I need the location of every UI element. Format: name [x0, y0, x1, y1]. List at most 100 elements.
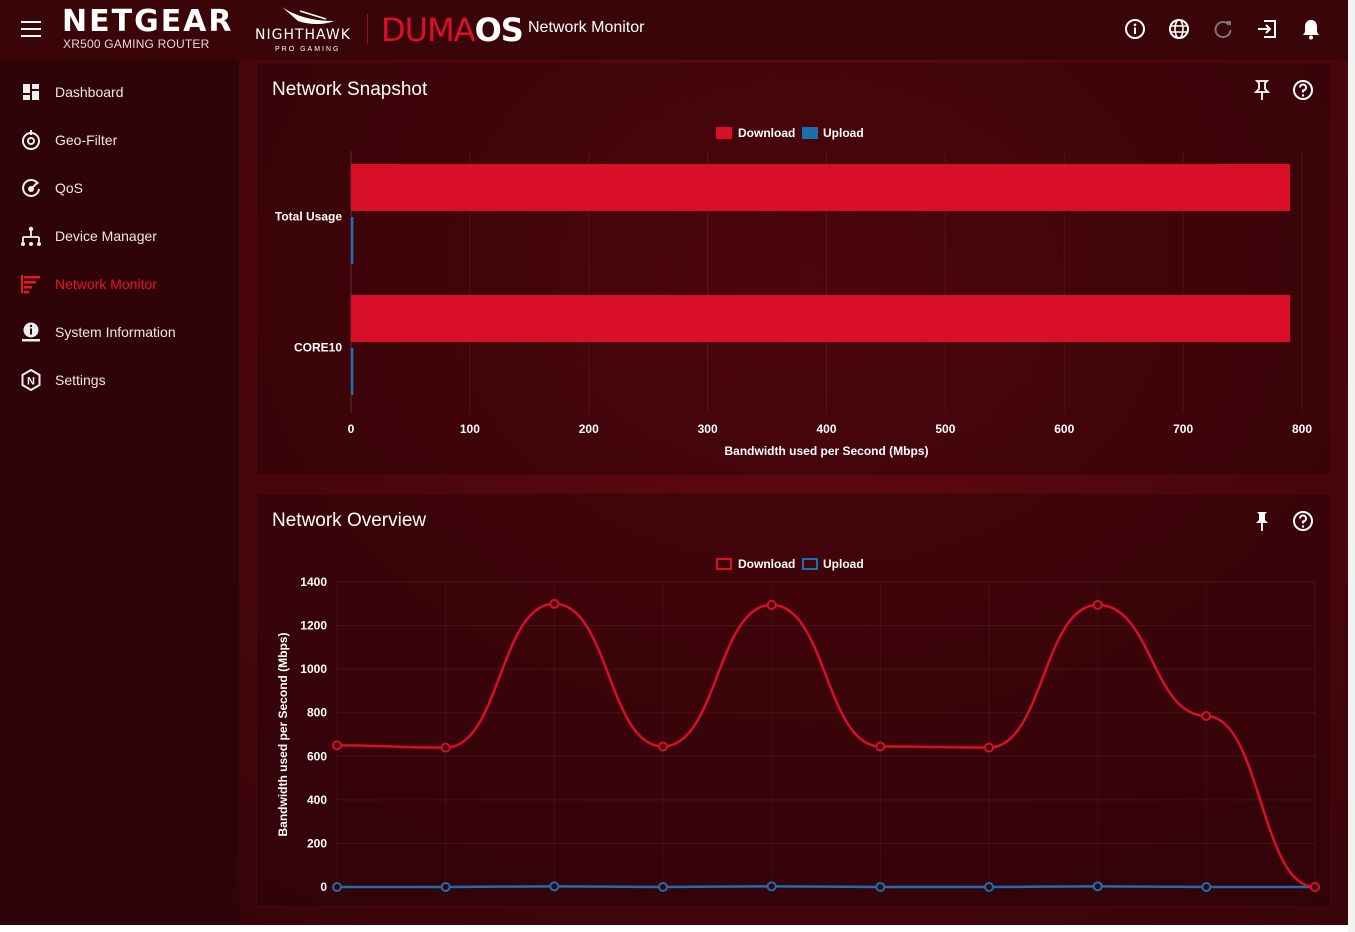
pin-icon[interactable]	[1252, 79, 1272, 101]
nighthawk-wordmark: NIGHTHAWK	[255, 27, 351, 43]
legend-swatch-download[interactable]	[716, 127, 732, 139]
logout-icon[interactable]	[1256, 18, 1278, 40]
x-tick-label: 200	[579, 422, 599, 436]
sidebar-item-dashboard[interactable]: Dashboard	[0, 70, 239, 114]
point-download	[875, 741, 886, 752]
y-tick-label: 800	[307, 706, 327, 720]
bandwidth-bar-chart: 0 100 200 300 400 500 600 700 800 Bandwidth used …	[275, 151, 1312, 458]
bar-upload	[351, 348, 354, 395]
point-download	[1310, 882, 1320, 892]
page-title: Network Monitor	[528, 19, 645, 36]
sidebar-item-label: Settings	[55, 372, 106, 388]
legend-swatch-download[interactable]	[716, 558, 732, 570]
y-tick-label: 400	[307, 793, 327, 807]
sidebar-item-label: Device Manager	[55, 228, 157, 244]
router-model: XR500 GAMING ROUTER	[63, 37, 210, 51]
y-tick-label: 200	[307, 836, 327, 850]
y-tick-label: 1200	[300, 619, 327, 633]
network-monitor-icon	[21, 275, 40, 294]
y-tick-label: 600	[307, 749, 327, 763]
top-header: NETGEAR XR500 GAMING ROUTER NIGHTHAWK PR…	[0, 0, 1348, 60]
sidebar-item-label: QoS	[55, 180, 84, 196]
point-download	[1092, 599, 1103, 610]
dumaos-logo: DUMAOS	[381, 11, 524, 49]
sidebar-item-device-manager[interactable]: Device Manager	[0, 214, 239, 258]
point-download	[332, 740, 342, 751]
pin-icon[interactable]	[1252, 510, 1272, 532]
point-download	[658, 741, 668, 752]
help-icon[interactable]	[1292, 510, 1314, 532]
x-tick-label: 800	[1292, 422, 1312, 436]
nighthawk-logo-icon	[282, 7, 334, 24]
bell-icon[interactable]	[1300, 18, 1322, 40]
y-tick-label: CORE10	[294, 341, 342, 355]
device-manager-icon	[21, 226, 41, 246]
network-snapshot-panel: Network Snapshot Download Upload 0 100 200…	[256, 62, 1331, 476]
header-divider	[367, 14, 368, 44]
y-axis-label: Bandwidth used per Second (Mbps)	[276, 632, 290, 836]
legend-label-upload[interactable]: Upload	[823, 126, 864, 140]
sidebar-item-label: Network Monitor	[55, 276, 157, 292]
point-upload	[1092, 881, 1103, 892]
y-tick-label: 1400	[300, 575, 327, 589]
y-tick-label: 1000	[300, 662, 327, 676]
sidebar-item-system-information[interactable]: System Information	[0, 310, 239, 354]
sidebar-item-geo-filter[interactable]: Geo-Filter	[0, 118, 239, 162]
sidebar-item-network-monitor[interactable]: Network Monitor	[0, 262, 239, 306]
sidebar-item-label: Dashboard	[55, 84, 124, 100]
sidebar-item-settings[interactable]: N Settings	[0, 358, 239, 402]
bar-download	[351, 164, 1291, 211]
point-upload	[658, 882, 668, 892]
point-download	[984, 742, 994, 753]
legend-label-download[interactable]: Download	[738, 126, 796, 140]
nighthawk-subtitle: PRO GAMING	[275, 46, 341, 53]
legend-label-upload[interactable]: Upload	[823, 557, 864, 571]
y-tick-label: Total Usage	[275, 210, 342, 224]
legend-swatch-upload[interactable]	[802, 558, 818, 570]
point-upload	[440, 882, 451, 892]
legend-label-download[interactable]: Download	[738, 557, 796, 571]
point-download	[766, 599, 777, 610]
point-download	[549, 598, 560, 609]
point-upload	[332, 882, 342, 892]
point-upload	[549, 881, 560, 892]
point-upload	[1201, 882, 1212, 892]
sidebar: Dashboard Geo-Filter QoS Devi	[0, 60, 239, 925]
x-tick-label: 400	[816, 422, 836, 436]
y-tick-label: 0	[320, 880, 327, 894]
x-tick-label: 700	[1173, 422, 1193, 436]
bar-upload	[351, 217, 354, 264]
series-line-download	[336, 602, 1316, 889]
series-line-upload	[337, 885, 1315, 889]
bar-download	[351, 295, 1291, 342]
dashboard-icon	[23, 84, 39, 100]
brand-logo[interactable]: NETGEAR	[62, 4, 234, 39]
x-tick-label: 0	[348, 422, 355, 436]
point-upload	[984, 882, 994, 892]
network-overview-panel: Network Overview Download Upload 0 200 400…	[256, 493, 1331, 907]
sidebar-item-qos[interactable]: QoS	[0, 166, 239, 210]
settings-icon: N	[21, 369, 41, 391]
refresh-icon[interactable]	[1212, 18, 1234, 40]
menu-icon[interactable]	[21, 21, 41, 37]
legend-swatch-upload[interactable]	[802, 127, 818, 139]
point-download	[440, 742, 451, 753]
panel-title: Network Snapshot	[272, 79, 428, 100]
page-scrollbar[interactable]	[1348, 0, 1355, 932]
panel-title: Network Overview	[272, 510, 427, 531]
point-upload	[875, 882, 886, 892]
x-tick-label: 600	[1054, 422, 1074, 436]
info-icon[interactable]	[1124, 18, 1146, 40]
globe-icon[interactable]	[1168, 18, 1190, 40]
point-download	[1201, 710, 1212, 721]
x-tick-label: 500	[935, 422, 955, 436]
sidebar-item-label: System Information	[55, 324, 176, 340]
x-tick-label: 100	[460, 422, 480, 436]
bandwidth-line-chart: 0 200 400 600 800 1000 1200 1400 Bandwidth used …	[276, 575, 1320, 894]
system-info-icon	[22, 322, 40, 342]
sidebar-item-label: Geo-Filter	[55, 132, 118, 148]
svg-text:N: N	[27, 376, 35, 388]
geo-filter-icon	[22, 130, 40, 150]
help-icon[interactable]	[1292, 79, 1314, 101]
